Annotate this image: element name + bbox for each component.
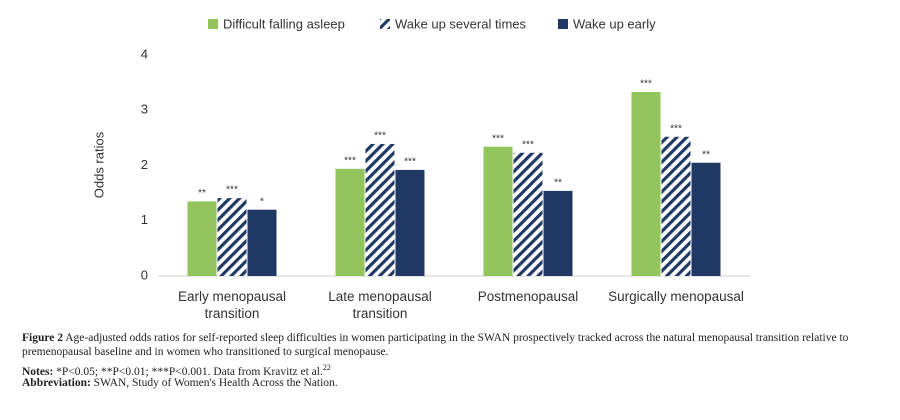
legend-swatch <box>208 19 218 29</box>
significance-label: *** <box>226 185 238 196</box>
y-tick-label: 1 <box>141 212 148 227</box>
abbreviation-label: Abbreviation: <box>22 377 91 389</box>
x-tick-label: Late menopausal transition <box>328 289 432 321</box>
legend-label: Wake up several times <box>395 16 527 31</box>
bar <box>335 168 365 276</box>
bar <box>395 169 425 276</box>
bar <box>661 136 691 276</box>
notes-label: Notes: <box>22 365 54 378</box>
y-tick-label: 4 <box>141 46 148 61</box>
chart: Odds ratios 0 1 2 3 4 Difficult falling aslee… <box>91 16 750 282</box>
significance-label: *** <box>670 123 682 134</box>
caption: Figure 2 Age-adjusted odds ratios for se… <box>22 331 882 359</box>
significance-label: *** <box>640 79 652 90</box>
notes-text: *P<0.05; **P<0.01; ***P<0.001. Data from… <box>56 365 323 378</box>
y-tick-label: 2 <box>141 157 148 172</box>
x-tick-label: Surgically menopausal <box>608 289 744 304</box>
bar <box>543 190 573 276</box>
legend-swatch <box>380 19 390 29</box>
significance-label: ** <box>702 149 710 160</box>
bar <box>631 92 661 276</box>
notes: Notes: *P<0.05; **P<0.01; ***P<0.001. Da… <box>22 361 882 379</box>
legend-swatch <box>558 19 568 29</box>
bar <box>513 152 543 276</box>
legend-label: Difficult falling asleep <box>223 16 345 31</box>
significance-label: *** <box>522 139 534 150</box>
significance-label: *** <box>404 157 416 168</box>
caption-text: Age-adjusted odds ratios for self-report… <box>22 332 849 358</box>
y-tick-label: 3 <box>141 102 148 117</box>
bar <box>247 209 277 276</box>
caption-label: Figure 2 <box>22 332 63 344</box>
bar <box>365 143 395 276</box>
x-tick-label: Postmenopausal <box>477 289 579 304</box>
abbreviation-text: SWAN, Study of Women's Health Across the… <box>93 377 338 389</box>
bar <box>691 162 721 276</box>
significance-label: *** <box>492 133 504 144</box>
legend-label: Wake up early <box>573 16 656 31</box>
abbreviation: Abbreviation: SWAN, Study of Women's Hea… <box>22 376 882 390</box>
bar <box>217 198 247 276</box>
significance-label: *** <box>344 155 356 166</box>
x-tick-label: Early menopausal transition <box>177 289 287 321</box>
significance-label: ** <box>554 178 562 189</box>
significance-label: * <box>260 196 264 207</box>
y-axis-title: Odds ratios <box>91 131 106 198</box>
bar <box>483 146 513 276</box>
notes-ref: 22 <box>322 363 331 372</box>
y-tick-label: 0 <box>141 267 148 282</box>
significance-label: ** <box>198 188 206 199</box>
significance-label: *** <box>374 131 386 142</box>
bar <box>187 201 217 276</box>
